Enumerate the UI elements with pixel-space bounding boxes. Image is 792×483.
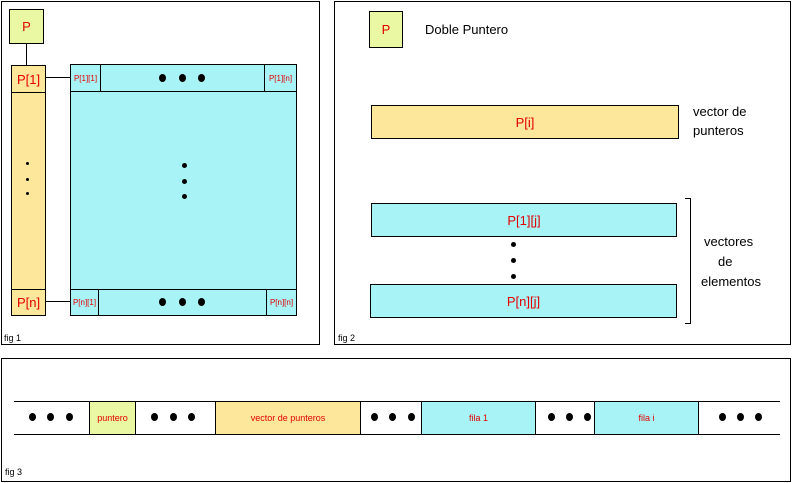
fig3-segment-fila-1-label: fila 1 <box>468 413 488 423</box>
fig2-element-vector-last: P[n][j] <box>370 284 677 318</box>
fig3-dot <box>29 413 36 421</box>
fig3-dot <box>188 413 195 421</box>
fig1-rown-dot <box>179 298 186 306</box>
fig3-dot <box>389 413 396 421</box>
fig3-dot <box>548 413 555 421</box>
fig3-dot <box>371 413 378 421</box>
fig1-matrix-dot <box>182 194 187 199</box>
fig1-row-first: P[1] <box>11 65 46 93</box>
fig1-cell-nn-label: P[n][n] <box>269 298 294 307</box>
fig2-vector-label-2: punteros <box>693 123 744 138</box>
fig3-dot <box>47 413 54 421</box>
fig1-cell-1n-label: P[1][n] <box>268 73 293 83</box>
fig1-rown-dot <box>198 298 205 306</box>
fig3-segment-fila-i: fila i <box>594 401 699 435</box>
fig1-matrix-dot <box>182 163 187 168</box>
fig2-vertical-dot <box>511 242 516 247</box>
fig2-elements-label-3: elementos <box>701 274 761 289</box>
fig3-segment-vector-punteros: vector de punteros <box>215 401 361 435</box>
fig3-memory-bottom <box>14 434 780 435</box>
fig2-vector-label-1: vector de <box>693 104 747 119</box>
fig2-element-vector-first-label: P[1][j] <box>507 212 541 228</box>
fig1-vertical-dot <box>26 178 29 181</box>
fig1-row1-dot <box>159 74 166 82</box>
fig2-pointer-box: P <box>369 11 403 48</box>
fig3-dot <box>737 413 744 421</box>
fig1-row-last: P[n] <box>11 289 46 316</box>
fig3-dot <box>566 413 573 421</box>
fig1-vertical-dot <box>26 162 29 165</box>
fig1-row-first-label: P[1] <box>16 71 41 87</box>
fig1-vertical-dot <box>26 192 29 195</box>
fig2-vertical-dot <box>511 274 516 279</box>
fig1-rown-dot <box>159 298 166 306</box>
fig2-bracket-top <box>685 198 691 199</box>
fig1-cell-n1-label: P[n][1] <box>72 298 97 307</box>
fig1-cell-11-label: P[1][1] <box>73 73 98 83</box>
fig1-cell-nn: P[n][n] <box>266 289 297 316</box>
fig2-pointer-vector: P[i] <box>371 105 679 139</box>
fig3-segment-puntero: puntero <box>89 401 136 435</box>
fig3-dot <box>719 413 726 421</box>
fig2-elements-label-2: de <box>718 254 733 269</box>
fig3-segment-fila-1: fila 1 <box>421 401 536 435</box>
fig3-dot <box>584 413 591 421</box>
fig2-element-vector-last-label: P[n][j] <box>506 293 541 309</box>
fig1-row-last-label: P[n] <box>16 295 41 310</box>
fig2-pointer-label: P <box>381 22 391 37</box>
fig2-pointer-vector-label: P[i] <box>515 114 535 130</box>
fig1-cell-11: P[1][1] <box>70 64 101 92</box>
fig2-vertical-dot <box>511 258 516 263</box>
fig1-cell-1n: P[1][n] <box>264 64 297 92</box>
fig1-row1 <box>70 64 297 92</box>
fig2-caption: fig 2 <box>338 333 356 343</box>
fig1-row1-dot <box>179 74 186 82</box>
fig3-segment-puntero-label: puntero <box>97 413 128 423</box>
fig3-dot <box>408 413 415 421</box>
fig2-title: Doble Puntero <box>425 22 509 37</box>
fig2-element-vector-first: P[1][j] <box>371 203 677 237</box>
fig1-pointer-connector <box>26 44 27 65</box>
fig3-segment-vector-punteros-label: vector de punteros <box>250 413 326 423</box>
fig1-matrix-dot <box>182 179 187 184</box>
fig3-memory-top <box>14 401 780 402</box>
fig1-connector-row1 <box>46 77 70 78</box>
fig3-panel: puntero vector de punteros fila 1 fila i… <box>1 358 791 482</box>
fig1-connector-rown <box>46 301 70 302</box>
fig2-panel: P Doble Puntero P[i] vector de punteros … <box>334 1 791 345</box>
fig2-elements-label-1: vectores <box>704 234 754 249</box>
fig3-segment-fila-i-label: fila i <box>638 413 655 423</box>
fig2-bracket <box>690 198 691 324</box>
fig3-dot <box>66 413 73 421</box>
fig1-pointer-vector <box>11 65 46 316</box>
fig3-caption: fig 3 <box>5 467 23 477</box>
fig2-bracket-bottom <box>685 323 691 324</box>
fig1-panel: P P[1] P[n] P[1][1] P[1][n] P[n][1] P[n]… <box>1 1 320 345</box>
fig1-pointer-label: P <box>22 19 31 34</box>
fig1-cell-n1: P[n][1] <box>70 289 99 316</box>
fig1-row1-dot <box>198 74 205 82</box>
fig3-dot <box>151 413 158 421</box>
fig3-dot <box>170 413 177 421</box>
fig1-matrix <box>70 64 297 316</box>
fig3-dot <box>755 413 762 421</box>
fig1-caption: fig 1 <box>4 333 22 343</box>
fig1-pointer-box: P <box>9 9 44 44</box>
